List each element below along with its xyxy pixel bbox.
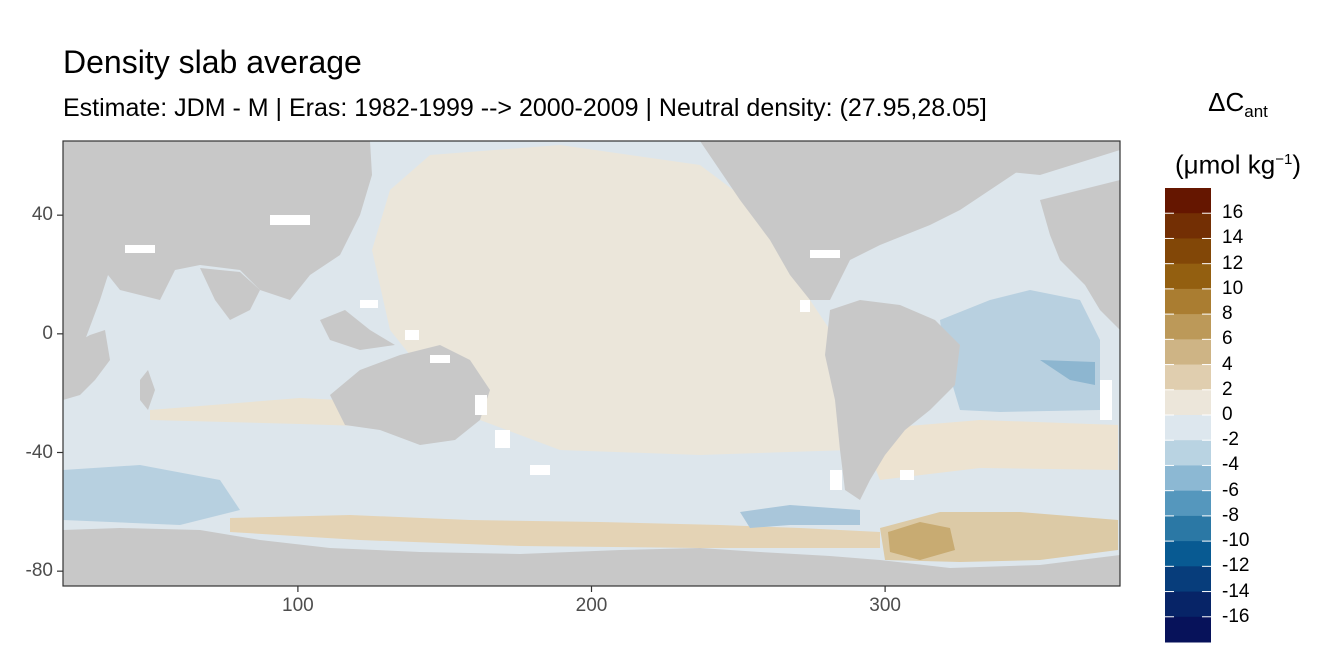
legend-tick-label: 12 [1222,252,1244,274]
y-tick-label: -80 [25,560,53,582]
tropical-atlantic-field [940,290,1100,412]
africa-europe-asia [63,141,372,350]
legend-color-bin [1165,415,1211,441]
chart-subtitle: Estimate: JDM - M | Eras: 1982-1999 --> … [63,94,987,122]
legend-color-bin [1165,339,1211,366]
legend-color-bin [1165,314,1211,340]
southern-ocean-cold-patch [740,505,860,528]
legend-tick-label: 16 [1222,202,1244,224]
legend-color-bin [1165,490,1211,517]
legend-tick-label: 6 [1222,328,1233,350]
legend-tick-label: -2 [1222,429,1239,451]
x-axis-ticks [297,586,886,592]
x-tick-label: 200 [575,595,608,616]
legend-unit-prefix: (μmol kg [1175,149,1276,180]
legend-tick-label: -14 [1222,580,1250,602]
legend-tick-label: -10 [1222,530,1250,552]
greenland-arctic [960,141,1120,175]
legend-tick-label: 10 [1222,277,1244,299]
legend-tick-label: 14 [1222,227,1244,249]
legend-color-bin [1165,566,1211,593]
south-america [825,300,960,500]
tropical-atlantic-dark-patch [1040,360,1095,385]
legend-color-bin [1165,188,1211,214]
legend-unit-sup: −1 [1275,151,1293,169]
legend-tick-label: 2 [1222,378,1233,400]
indian-subcontinent [200,268,260,320]
y-tick-label: -40 [25,441,53,463]
x-tick-label: 100 [282,595,314,616]
legend-color-bin [1165,465,1211,492]
y-tick-label: 40 [31,204,53,226]
legend-title: ΔCant (μmol kg−1) [1162,84,1314,183]
legend-unit-suffix: ) [1292,149,1301,180]
southern-ocean-warm-band [230,515,880,548]
legend-color-bin [1165,389,1211,416]
weddell-sea-core [888,522,955,560]
legend-tick-label: 0 [1222,404,1233,425]
x-tick-label: 300 [869,595,901,616]
chart-title: Density slab average [63,44,362,80]
europe [1040,180,1120,330]
antarctica [63,528,1120,586]
legend-color-bin [1165,364,1211,391]
north-pacific-field [372,145,850,455]
legend-color-bin [1165,440,1211,466]
legend-tick-label: -12 [1222,555,1250,577]
south-atlantic-warm-band [860,420,1118,480]
legend-color-bin [1165,515,1211,542]
legend-color-bin [1165,213,1211,239]
west-indian-cold-band [63,465,240,525]
land-masses [63,141,1120,586]
legend-color-bin [1165,541,1211,567]
east-africa-coast [63,330,110,400]
legend-colorbar [1165,188,1211,643]
y-tick-label: 0 [42,322,53,344]
australia [330,345,490,445]
legend-tick-label: -16 [1222,605,1250,627]
legend-title-sub: ant [1244,102,1268,122]
map-panel [63,141,1120,586]
legend-color-bin [1165,591,1211,618]
y-axis-ticks [57,214,63,572]
maritime-continent [320,310,395,350]
legend-color-bin [1165,288,1211,315]
legend-color-bin [1165,238,1211,265]
legend-tick-label: -6 [1222,479,1239,501]
legend-title-main: ΔC [1208,87,1245,117]
legend-ticks [1165,212,1211,618]
legend-tick-label: 4 [1222,353,1233,375]
legend-tick-label: -8 [1222,504,1239,526]
missing-data-patches [125,215,1112,490]
madagascar [140,370,155,410]
legend-color-bin [1165,616,1211,643]
north-america [700,141,1120,300]
legend-color-bin [1165,263,1211,290]
legend-tick-label: 8 [1222,303,1233,325]
legend-tick-label: -4 [1222,454,1239,476]
